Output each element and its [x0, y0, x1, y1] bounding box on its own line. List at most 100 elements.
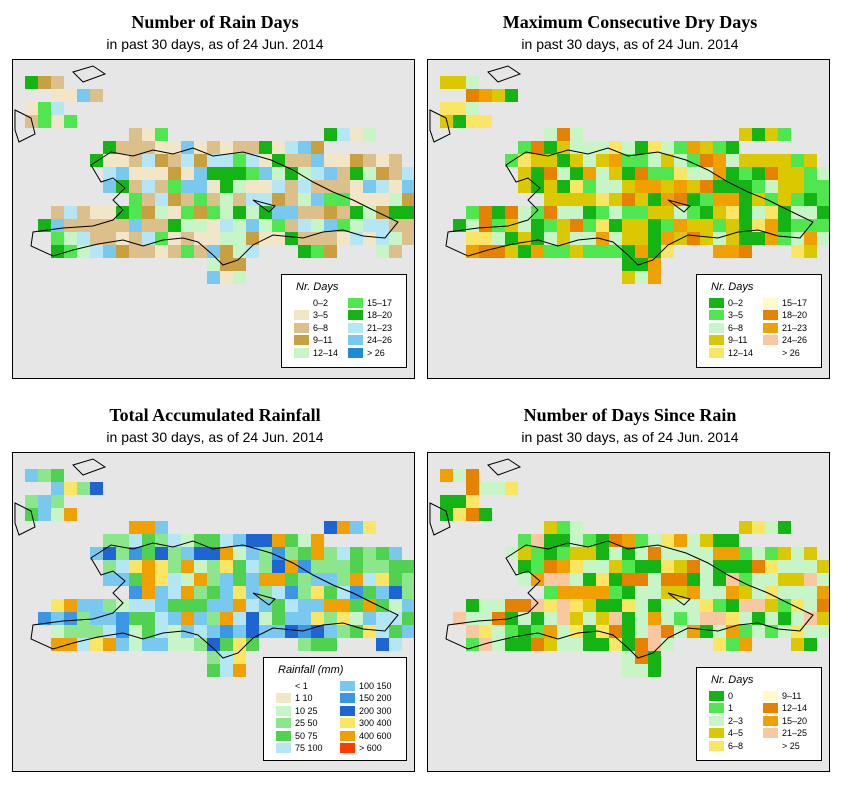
grid-cell: [337, 560, 350, 573]
grid-cell: [622, 193, 635, 206]
grid-cell: [687, 547, 700, 560]
grid-cell: [635, 586, 648, 599]
grid-cell: [635, 599, 648, 612]
map-legend: Nr. Days 0–2 3–5 6–8 9–11 12–14 15–17 18–20 21–…: [696, 274, 822, 368]
legend-label: 25 50: [295, 718, 318, 728]
grid-cell: [791, 154, 804, 167]
legend-swatch: [763, 715, 778, 726]
grid-cell: [466, 508, 479, 521]
legend-item: 15–20: [763, 715, 807, 726]
grid-cell: [155, 154, 168, 167]
grid-cell: [324, 206, 337, 219]
grid-cell: [155, 573, 168, 586]
grid-cell: [804, 193, 817, 206]
grid-cell: [596, 245, 609, 258]
legend-item: 2–3: [709, 715, 743, 726]
grid-cell: [661, 586, 674, 599]
grid-cell: [51, 599, 64, 612]
grid-cell: [363, 180, 376, 193]
grid-cell: [531, 534, 544, 547]
grid-cell: [570, 180, 583, 193]
grid-cell: [778, 154, 791, 167]
grid-cell: [635, 167, 648, 180]
grid-cell: [466, 495, 479, 508]
grid-cell: [389, 167, 402, 180]
grid-cell: [129, 612, 142, 625]
grid-cell: [596, 167, 609, 180]
grid-cell: [207, 573, 220, 586]
grid-cell: [557, 206, 570, 219]
grid-cell: [661, 638, 674, 651]
legend-label: 10 25: [295, 705, 318, 716]
grid-cell: [661, 206, 674, 219]
legend-title: Nr. Days: [711, 674, 754, 686]
legend-item: 1: [709, 703, 733, 714]
grid-cell: [713, 599, 726, 612]
grid-cell: [51, 625, 64, 638]
grid-cell: [298, 206, 311, 219]
grid-cell: [739, 521, 752, 534]
grid-cell: [155, 638, 168, 651]
grid-cell: [791, 547, 804, 560]
grid-cell: [168, 573, 181, 586]
map-rain-days: Nr. Days 0–2 3–5 6–8 9–11 12–14 15–17 18–20 21–…: [12, 59, 415, 379]
grid-cell: [194, 167, 207, 180]
grid-cell: [77, 482, 90, 495]
legend-label: 9–11: [728, 335, 748, 345]
grid-cell: [233, 219, 246, 232]
grid-cell: [194, 232, 207, 245]
legend-item: 21–23: [348, 322, 392, 333]
grid-cell: [726, 612, 739, 625]
grid-cell: [168, 560, 181, 573]
grid-cell: [648, 141, 661, 154]
grid-cell: [285, 534, 298, 547]
grid-cell: [752, 599, 765, 612]
grid-cell: [453, 115, 466, 128]
grid-cell: [765, 128, 778, 141]
legend-item: 200 300: [340, 705, 392, 716]
grid-cell: [700, 206, 713, 219]
grid-cell: [505, 599, 518, 612]
grid-cell: [622, 232, 635, 245]
grid-cell: [557, 167, 570, 180]
grid-cell: [376, 638, 389, 651]
grid-cell: [376, 245, 389, 258]
grid-cell: [90, 625, 103, 638]
grid-cell: [129, 180, 142, 193]
grid-cell: [298, 573, 311, 586]
grid-cell: [220, 586, 233, 599]
grid-cell: [622, 180, 635, 193]
grid-cell: [492, 89, 505, 102]
grid-cell: [38, 612, 51, 625]
grid-cell: [324, 638, 337, 651]
grid-cell: [466, 625, 479, 638]
grid-cell: [38, 76, 51, 89]
grid-cell: [142, 573, 155, 586]
grid-cell: [505, 219, 518, 232]
grid-cell: [324, 599, 337, 612]
grid-cell: [376, 167, 389, 180]
grid-cell: [129, 521, 142, 534]
grid-cell: [739, 573, 752, 586]
grid-cell: [648, 258, 661, 271]
legend-swatch: [709, 322, 724, 333]
grid-cell: [583, 167, 596, 180]
grid-cell: [635, 180, 648, 193]
legend-swatch: [709, 310, 724, 320]
grid-cell: [466, 599, 479, 612]
grid-cell: [168, 219, 181, 232]
grid-cell: [90, 206, 103, 219]
grid-cell: [557, 534, 570, 547]
grid-cell: [285, 573, 298, 586]
grid-cell: [51, 495, 64, 508]
grid-cell: [557, 180, 570, 193]
grid-cell: [298, 638, 311, 651]
grid-cell: [272, 560, 285, 573]
grid-cell: [817, 219, 829, 232]
grid-cell: [492, 232, 505, 245]
grid-cell: [194, 547, 207, 560]
grid-cell: [285, 180, 298, 193]
grid-cell: [363, 573, 376, 586]
grid-cell: [220, 193, 233, 206]
grid-cell: [376, 219, 389, 232]
